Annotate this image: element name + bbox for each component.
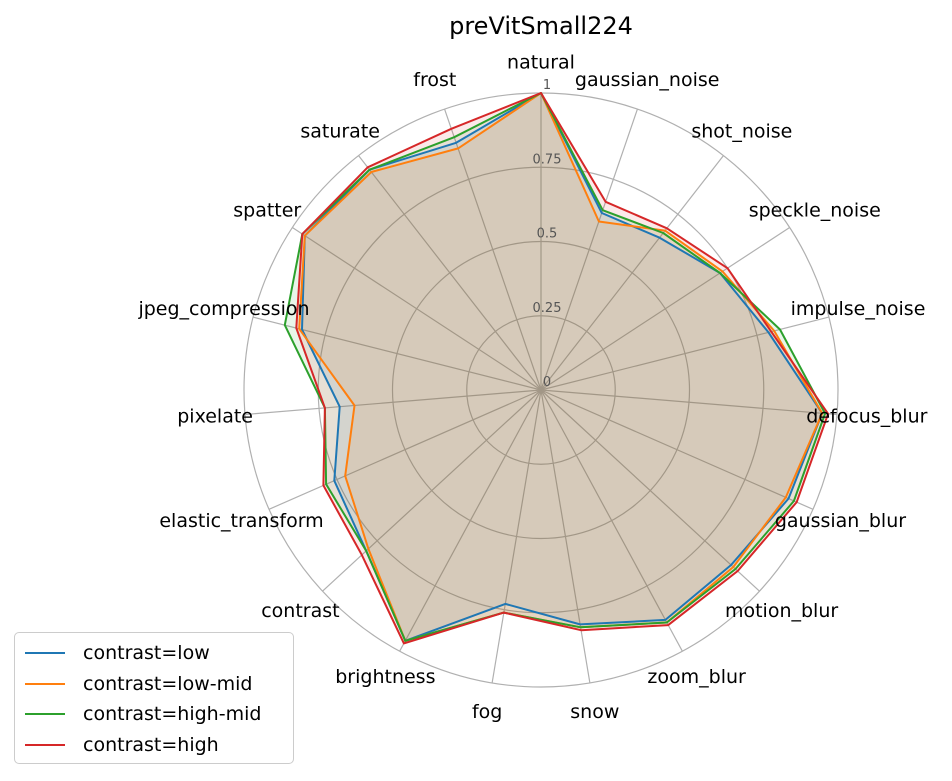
legend-item: contrast=low-mid	[25, 669, 283, 700]
grid-spoke	[540, 389, 760, 592]
chart-title: preVitSmall224	[449, 12, 633, 40]
series-lines	[283, 92, 830, 645]
category-label: jpeg_compression	[137, 298, 309, 320]
grid-spoke	[540, 389, 683, 652]
category-label: spatter	[233, 200, 301, 222]
series-fill	[284, 93, 826, 641]
category-label: impulse_noise	[791, 298, 926, 320]
legend-swatch	[25, 652, 65, 655]
radial-tick-label: 1	[543, 78, 551, 93]
category-label: gaussian_blur	[775, 510, 906, 532]
series-fill	[296, 93, 829, 644]
grid-spoke	[358, 155, 542, 391]
grid-spoke	[268, 389, 542, 510]
legend: contrast=low contrast=low-mid contrast=hig…	[14, 632, 294, 764]
grid-spoke	[244, 389, 542, 416]
category-label: natural	[507, 52, 575, 74]
grid-spoke	[322, 389, 542, 592]
category-label: elastic_transform	[159, 510, 323, 532]
category-label: motion_blur	[725, 600, 838, 622]
category-label: defocus_blur	[806, 406, 927, 428]
legend-item: contrast=low	[25, 638, 283, 669]
grid-spoke	[540, 389, 814, 510]
grid-spoke	[540, 155, 724, 391]
legend-label: contrast=low	[83, 642, 210, 665]
category-label: fog	[472, 701, 502, 723]
series-line	[283, 92, 827, 642]
series-line	[295, 92, 830, 645]
radial-tick-labels: 0 0.25 0.5 0.75 1	[533, 78, 562, 390]
legend-swatch	[25, 743, 65, 746]
legend-swatch	[25, 713, 65, 716]
category-label: speckle_noise	[749, 200, 881, 222]
legend-swatch	[25, 682, 65, 685]
legend-item: contrast=high-mid	[25, 699, 283, 730]
radial-tick-label: 0.75	[533, 152, 562, 167]
radial-tick-label: 0.25	[533, 301, 562, 316]
category-label: frost	[413, 69, 456, 91]
grid-spoke	[399, 389, 542, 652]
grid-spoke	[540, 389, 591, 684]
category-label: brightness	[335, 666, 435, 688]
grid-spoke	[491, 389, 542, 684]
category-label: zoom_blur	[647, 666, 746, 688]
radial-tick-label: 0	[543, 375, 551, 390]
grid-spoke	[540, 108, 639, 391]
legend-label: contrast=low-mid	[83, 672, 253, 695]
legend-label: contrast=high-mid	[83, 703, 262, 726]
legend-label: contrast=high	[83, 733, 219, 756]
grid-spoke	[540, 227, 790, 391]
category-label: pixelate	[177, 406, 253, 428]
series-fills	[284, 93, 829, 644]
series-fill	[299, 93, 823, 641]
radial-tick-label: 0.5	[537, 227, 558, 242]
grid-spoke	[292, 227, 542, 391]
series-fill	[302, 93, 823, 641]
radar-grid	[243, 92, 839, 688]
legend-item: contrast=high	[25, 730, 283, 761]
category-label: snow	[570, 701, 619, 723]
grid-spoke	[540, 389, 838, 416]
category-label: saturate	[300, 120, 380, 142]
grid-spoke	[443, 108, 542, 391]
category-label: contrast	[261, 600, 339, 622]
category-label: gaussian_noise	[575, 69, 720, 91]
category-label: shot_noise	[691, 120, 792, 142]
